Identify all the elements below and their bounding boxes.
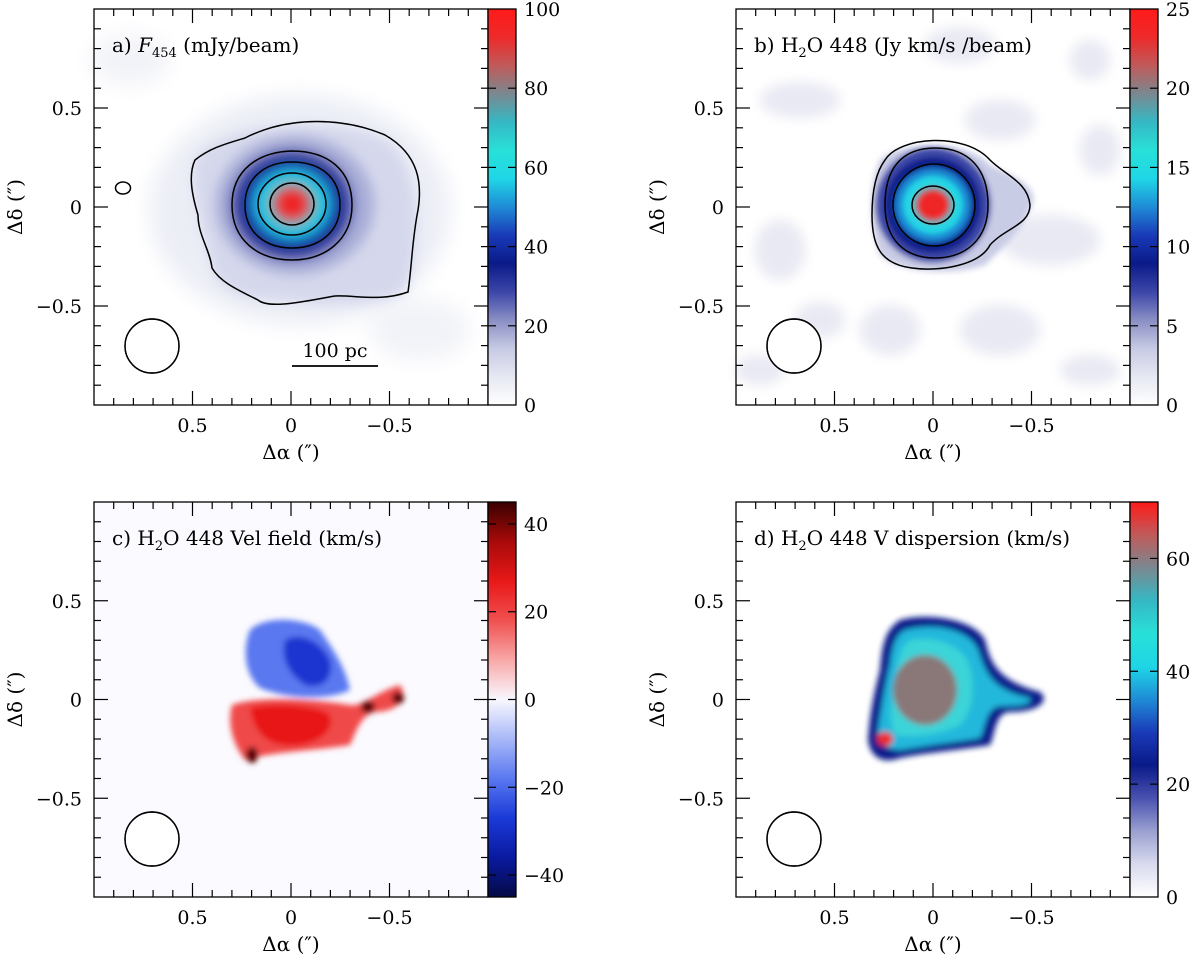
panel-c-y-tick-label: 0 (70, 690, 82, 712)
panel-d-colorbar-tick-label: 60 (1166, 548, 1190, 570)
panel-a-colorbar-tick-label: 20 (524, 316, 548, 338)
panel-b-colorbar: 0 5 10 15 20 25 (1129, 0, 1190, 417)
panel-c-x-tick-label: −0.5 (366, 907, 412, 929)
panel-d-x-tick-label: −0.5 (1008, 907, 1054, 929)
panel-c-x-tick-label: 0.5 (177, 907, 207, 929)
panel-a-colorbar-tick-label: 60 (524, 157, 548, 179)
panel-d-x-tick-label: 0.5 (819, 907, 849, 929)
panel-d-axes: 0.5 0 −0.5 0.5 0 −0.5 Δα (″) Δδ (″) (645, 502, 1130, 956)
panel-a-colorbar-gradient (488, 9, 516, 405)
panel-d: d) H2O 448 V dispersion (km/s) 0.5 0 −0.50… (645, 501, 1190, 956)
panel-c-colorbar-tick-label: 20 (524, 602, 548, 624)
panel-b-y-tick-label: −0.5 (678, 296, 724, 318)
panel-d-y-axis-label: Δδ (″) (645, 672, 669, 728)
panel-b-y-axis-label: Δδ (″) (645, 179, 669, 235)
panel-b-colorbar-tick-label: 15 (1166, 157, 1190, 179)
panel-b-x-axis-label: Δα (″) (904, 440, 961, 464)
panel-a-colorbar-tick-label: 40 (524, 237, 548, 259)
panel-b-x-tick-label: −0.5 (1008, 415, 1054, 437)
panel-b-colorbar-tick-label: 5 (1166, 316, 1178, 338)
panel-c-axes: 0.5 0 −0.5 0.5 0 −0.5 Δα (″) Δδ (″) (3, 502, 488, 956)
panel-b-axes: 0.5 0 −0.5 0.5 0 −0.5 Δα (″) Δδ (″) (645, 9, 1130, 464)
panel-b: b) H2O 448 (Jy km/s /beam) 0.5 0 −0.5 0.5 0 −… (645, 0, 1190, 464)
panel-a-title: a) F454 (mJy/beam) (112, 33, 299, 61)
panel-d-x-tick-label: 0 (927, 907, 939, 929)
panel-a: 100 pc a) F454 (mJy/beam) 0.5 0 −0.5 0.5 0 −0… (3, 0, 560, 464)
panel-d-image (736, 502, 1130, 897)
panel-a-y-tick-label: −0.5 (36, 296, 82, 318)
panel-a-colorbar-tick-label: 80 (524, 78, 548, 100)
panel-b-x-tick-label: 0 (927, 415, 939, 437)
panel-a-x-tick-label: 0.5 (177, 415, 207, 437)
panel-a-y-axis-label: Δδ (″) (3, 179, 27, 235)
panel-a-image (90, 9, 488, 405)
panel-d-colorbar-gradient (1130, 502, 1158, 897)
panel-a-colorbar-tick-label: 0 (524, 395, 536, 417)
panel-b-contours (871, 139, 1031, 270)
panel-a-x-tick-label: −0.5 (366, 415, 412, 437)
panel-c-x-axis-label: Δα (″) (262, 932, 319, 956)
panel-c-title: c) H2O 448 Vel field (km/s) (112, 526, 382, 554)
panel-a-scale-label: 100 pc (302, 340, 367, 362)
panel-b-title: b) H2O 448 (Jy km/s /beam) (754, 33, 1032, 61)
panel-a-y-tick-label: 0 (70, 197, 82, 219)
panel-a-colorbar-tick-label: 100 (524, 0, 560, 21)
panel-c-y-tick-label: 0.5 (52, 591, 82, 613)
panel-a-scale-bar: 100 pc (292, 340, 378, 367)
panel-c-colorbar-tick-label: −40 (524, 865, 564, 887)
panel-d-colorbar-tick-label: 40 (1166, 661, 1190, 683)
panel-b-colorbar-tick-label: 0 (1166, 395, 1178, 417)
panel-c-colorbar: −40 −20 0 20 40 (487, 501, 564, 898)
panel-c-colorbar-tick-label: −20 (524, 777, 564, 799)
panel-d-y-tick-label: 0.5 (694, 591, 724, 613)
panel-d-colorbar-tick-label: 0 (1166, 887, 1178, 909)
panel-b-y-tick-label: 0 (712, 197, 724, 219)
panel-a-x-axis-label: Δα (″) (262, 440, 319, 464)
panel-d-colorbar-tick-label: 20 (1166, 774, 1190, 796)
panel-c-y-tick-label: −0.5 (36, 788, 82, 810)
panel-d-y-tick-label: 0 (712, 690, 724, 712)
panel-a-colorbar: 0 20 40 60 80 100 (487, 0, 560, 417)
panel-d-x-axis-label: Δα (″) (904, 932, 961, 956)
panel-a-y-tick-label: 0.5 (52, 98, 82, 120)
panel-c-y-axis-label: Δδ (″) (3, 672, 27, 728)
panel-d-colorbar: 0 20 40 60 (1129, 501, 1190, 909)
panel-c: c) H2O 448 Vel field (km/s) 0.5 0 −0.50.50… (3, 501, 564, 956)
panel-b-colorbar-gradient (1130, 9, 1158, 405)
panel-c-colorbar-tick-label: 0 (524, 690, 536, 712)
panel-b-colorbar-tick-label: 20 (1166, 78, 1190, 100)
panel-d-title: d) H2O 448 V dispersion (km/s) (754, 526, 1070, 554)
panel-a-x-tick-label: 0 (285, 415, 297, 437)
panel-b-x-tick-label: 0.5 (819, 415, 849, 437)
panel-d-y-tick-label: −0.5 (678, 788, 724, 810)
panel-b-colorbar-tick-label: 10 (1166, 237, 1190, 259)
panel-a-axes: 0.5 0 −0.5 0.5 0 −0.5 Δα (″) Δδ (″) (3, 9, 488, 464)
panel-c-x-tick-label: 0 (285, 907, 297, 929)
panel-a-contours (114, 120, 421, 306)
panel-b-colorbar-tick-label: 25 (1166, 0, 1190, 21)
panel-c-colorbar-tick-label: 40 (524, 514, 548, 536)
panel-b-y-tick-label: 0.5 (694, 98, 724, 120)
